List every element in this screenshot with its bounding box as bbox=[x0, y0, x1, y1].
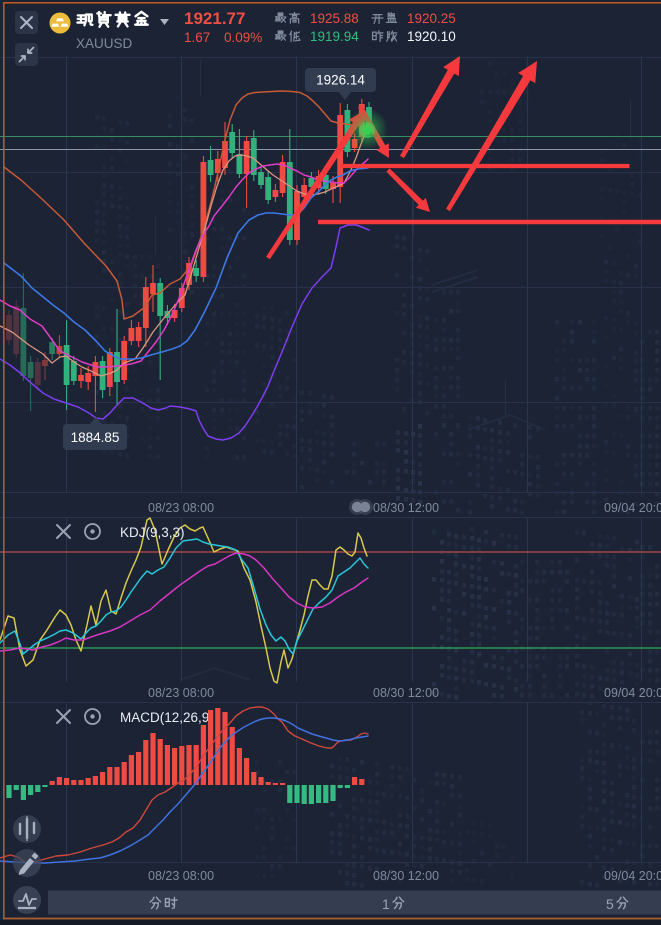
svg-text:5: 5 bbox=[606, 896, 614, 912]
svg-text:08/23 08:00: 08/23 08:00 bbox=[148, 686, 214, 700]
svg-text:1: 1 bbox=[382, 896, 390, 912]
svg-text:08/23 08:00: 08/23 08:00 bbox=[148, 501, 214, 515]
svg-text:1920.10: 1920.10 bbox=[407, 29, 456, 44]
svg-text:1925.88: 1925.88 bbox=[310, 11, 359, 26]
svg-text:XAUUSD: XAUUSD bbox=[76, 36, 133, 51]
svg-text:09/04 20:0: 09/04 20:0 bbox=[604, 686, 661, 700]
svg-text:1920.25: 1920.25 bbox=[407, 11, 456, 26]
svg-text:MACD(12,26,9): MACD(12,26,9) bbox=[120, 710, 214, 725]
svg-text:08/30 12:00: 08/30 12:00 bbox=[373, 686, 439, 700]
svg-text:KDJ(9,3,3): KDJ(9,3,3) bbox=[120, 525, 185, 540]
svg-text:09/04 20:0: 09/04 20:0 bbox=[604, 501, 661, 515]
svg-text:0.09%: 0.09% bbox=[224, 30, 262, 45]
svg-text:1884.85: 1884.85 bbox=[71, 430, 120, 445]
svg-text:08/30 12:00: 08/30 12:00 bbox=[373, 869, 439, 883]
svg-text:1.67: 1.67 bbox=[184, 30, 210, 45]
svg-text:1921.77: 1921.77 bbox=[184, 9, 245, 28]
svg-text:09/04 20:0: 09/04 20:0 bbox=[604, 869, 661, 883]
svg-text:08/23 08:00: 08/23 08:00 bbox=[148, 869, 214, 883]
svg-text:08/30 12:00: 08/30 12:00 bbox=[373, 501, 439, 515]
svg-text:1919.94: 1919.94 bbox=[310, 29, 359, 44]
svg-text:1926.14: 1926.14 bbox=[316, 73, 365, 88]
